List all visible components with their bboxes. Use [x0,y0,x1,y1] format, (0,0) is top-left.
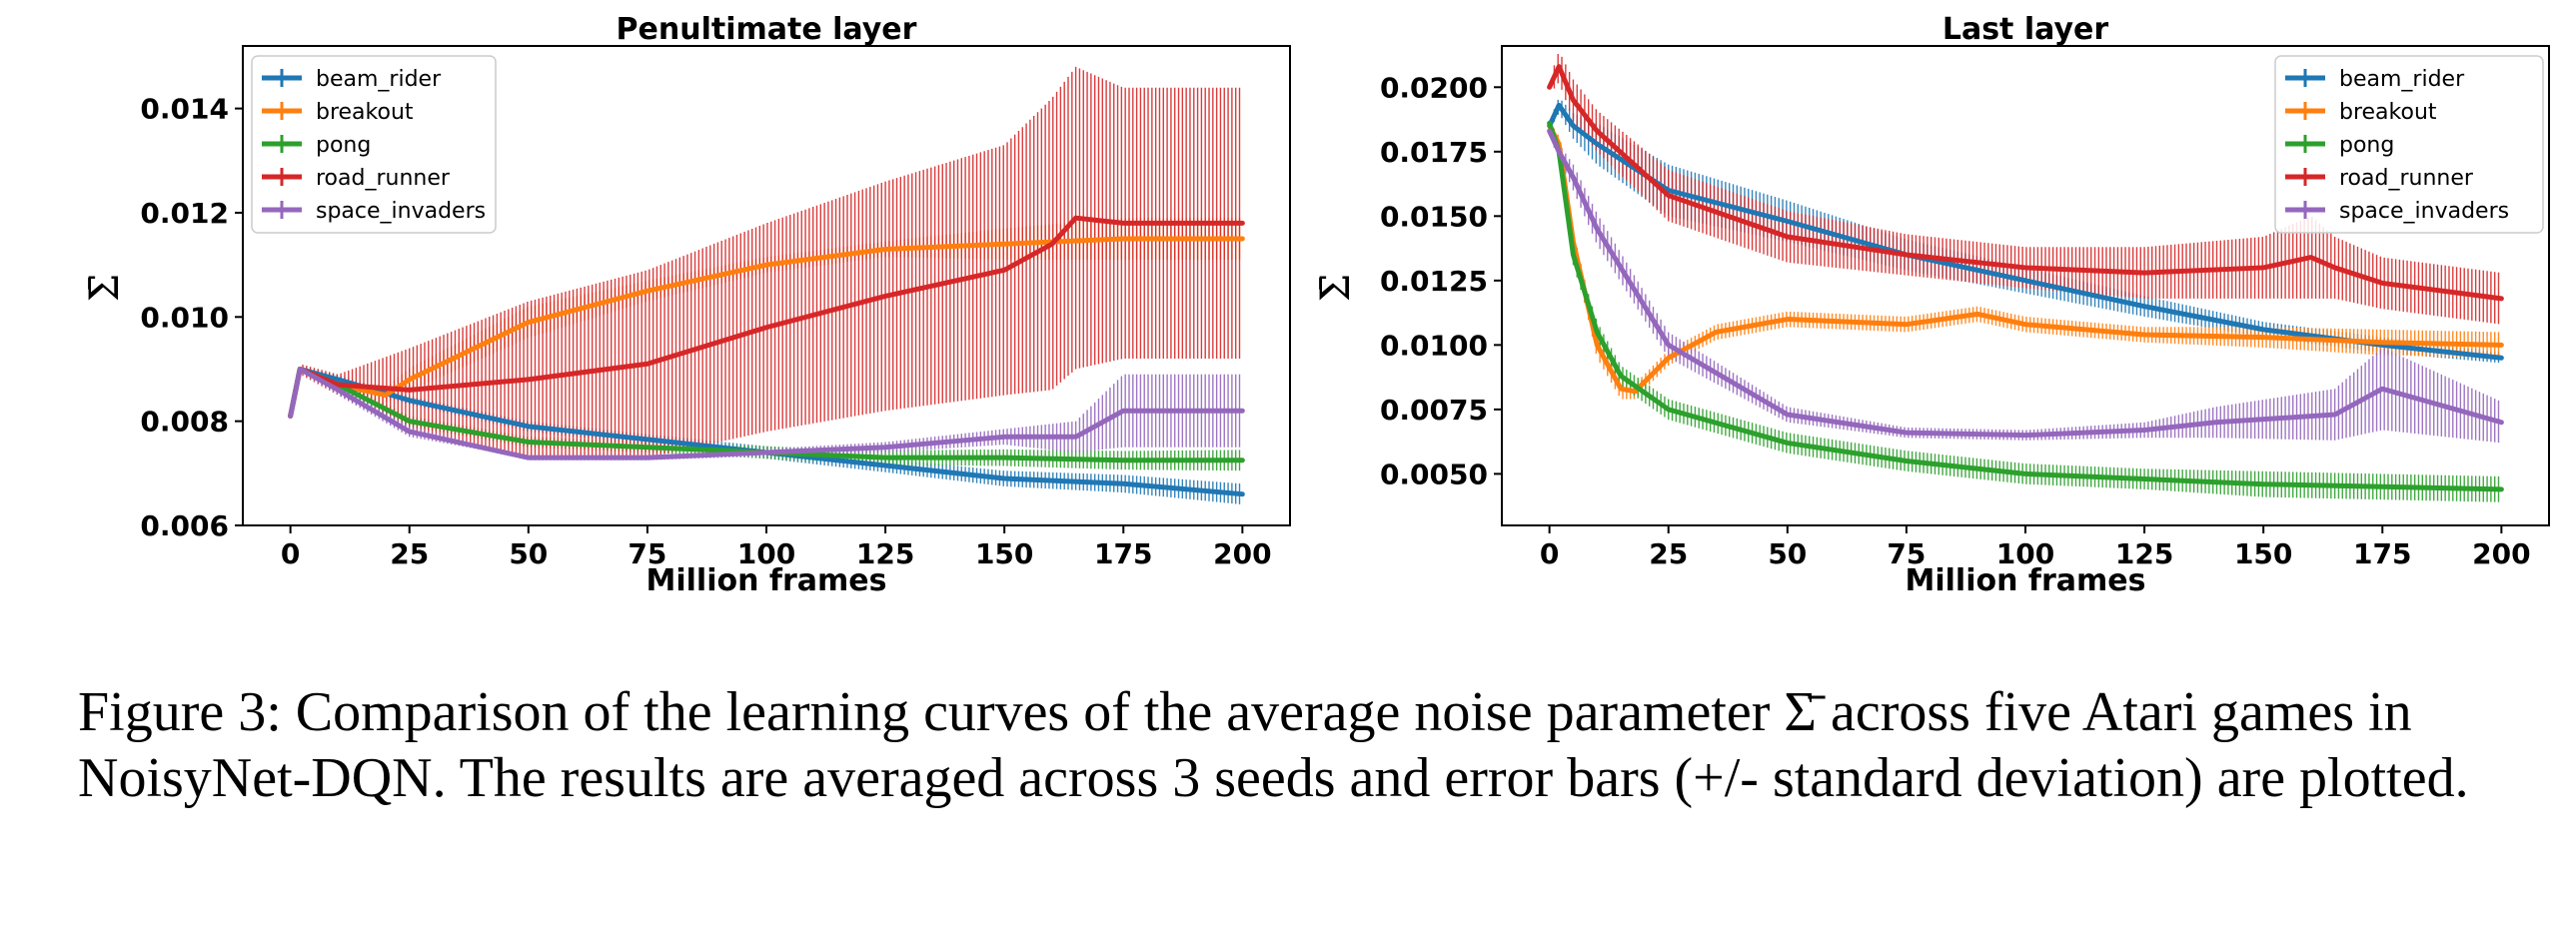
axis-ticks-left: 0 25 50 75 100 125 150 175 200 0.006 0.008 0.010 0.0… [140,93,1271,570]
series-line-space-invaders [1547,128,2504,439]
legend-label-space-invaders: space_invaders [2339,199,2509,224]
x-tick-label: 25 [390,537,429,570]
y-axis-label-right: Σ̄ [1313,274,1359,302]
series-line-space-invaders [288,366,1245,461]
series-line-road-runner [288,215,1245,419]
x-tick-label: 150 [2234,537,2292,570]
y-tick-label: 0.0150 [1380,200,1488,233]
chart-last-layer: Last layer Million frames Σ̄ 0 25 50 75 100 1… [1313,12,2550,598]
series-line-road-runner [1547,64,2504,302]
legend-left: beam_rider breakout pong road_runner space_i… [251,55,497,234]
chart-title-left: Penultimate layer [617,12,917,47]
figure-caption: Figure 3: Comparison of the learning cur… [78,681,2469,809]
legend-box [251,55,497,234]
x-tick-label: 125 [856,537,914,570]
legend-label-road-runner: road_runner [2339,166,2474,191]
y-tick-label: 0.012 [140,197,229,230]
y-tick-label: 0.0125 [1380,265,1488,298]
y-tick-label: 0.0200 [1380,71,1488,104]
legend-label-beam-rider: beam_rider [316,67,442,92]
x-axis-label-right: Million frames [1906,563,2146,598]
x-tick-label: 0 [1540,537,1559,570]
legend-right: beam_rider breakout pong road_runner space_i… [2274,55,2544,234]
series-lines-left [288,215,1245,497]
legend-label-breakout: breakout [2339,100,2437,125]
series-lines-right [1547,64,2504,492]
series-line-pong [1547,120,2504,492]
y-tick-label: 0.008 [140,406,229,439]
legend-label-beam-rider: beam_rider [2339,67,2465,92]
legend-label-pong: pong [2339,133,2394,158]
series-line-beam-rider [1547,102,2504,361]
x-tick-label: 200 [2472,537,2530,570]
x-tick-label: 175 [1094,537,1152,570]
legend-box [2274,55,2544,234]
series-line-pong [288,366,1245,464]
y-tick-label: 0.0100 [1380,329,1488,362]
legend-label-road-runner: road_runner [316,166,451,191]
x-tick-label: 175 [2353,537,2411,570]
x-axis-label-left: Million frames [646,563,887,598]
legend-label-pong: pong [316,133,371,158]
chart-penultimate-layer: Penultimate layer Million frames Σ̄ 0 25 5… [82,12,1291,598]
x-tick-label: 100 [1996,537,2054,570]
legend-label-breakout: breakout [316,100,414,125]
y-tick-label: 0.0050 [1380,458,1488,490]
x-tick-label: 75 [1887,537,1926,570]
x-tick-label: 100 [737,537,795,570]
series-line-beam-rider [288,366,1245,497]
y-tick-label: 0.0175 [1380,136,1488,169]
x-tick-label: 150 [975,537,1033,570]
y-tick-label: 0.010 [140,301,229,334]
chart-title-right: Last layer [1942,12,2109,47]
y-tick-label: 0.014 [140,93,229,126]
x-tick-label: 75 [628,537,666,570]
x-tick-label: 25 [1649,537,1688,570]
axis-ticks-right: 0 25 50 75 100 125 150 175 200 0.0050 0.0075 0.0100… [1380,71,2531,570]
legend-label-space-invaders: space_invaders [316,199,486,224]
x-tick-label: 125 [2115,537,2173,570]
figure-panels: Penultimate layer Million frames Σ̄ 0 25 5… [82,12,2550,598]
x-tick-label: 50 [1768,537,1807,570]
x-tick-label: 0 [281,537,300,570]
y-tick-label: 0.006 [140,509,229,542]
y-tick-label: 0.0075 [1380,394,1488,427]
x-tick-label: 200 [1213,537,1271,570]
y-axis-label-left: Σ̄ [82,274,128,302]
x-tick-label: 50 [509,537,548,570]
